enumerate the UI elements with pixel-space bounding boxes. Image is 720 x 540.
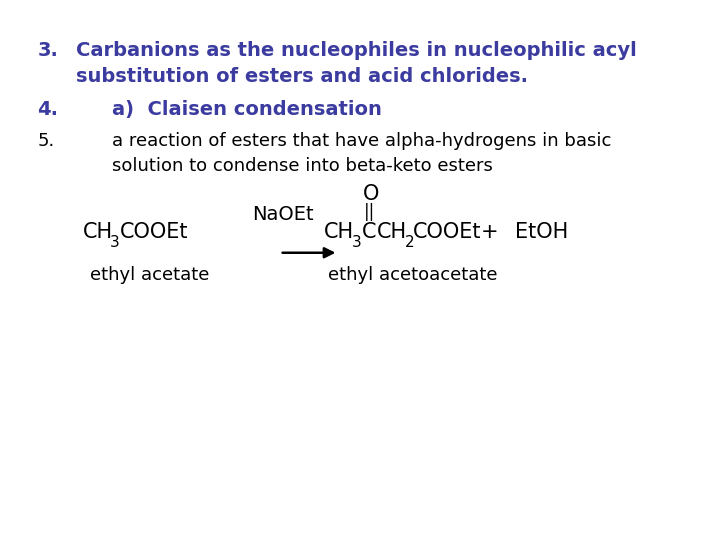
Text: a)  Claisen condensation: a) Claisen condensation bbox=[112, 100, 382, 119]
Text: O: O bbox=[363, 184, 379, 204]
Text: ethyl acetoacetate: ethyl acetoacetate bbox=[328, 266, 497, 284]
Text: ||: || bbox=[364, 203, 375, 221]
Text: 3.: 3. bbox=[37, 40, 58, 59]
Text: EtOH: EtOH bbox=[515, 221, 568, 241]
Text: 5.: 5. bbox=[37, 132, 55, 150]
Text: 3: 3 bbox=[110, 235, 120, 251]
Text: CH: CH bbox=[377, 221, 408, 241]
Text: COOEt: COOEt bbox=[120, 221, 189, 241]
Text: NaOEt: NaOEt bbox=[252, 205, 313, 224]
Text: substitution of esters and acid chlorides.: substitution of esters and acid chloride… bbox=[76, 68, 528, 86]
Text: ethyl acetate: ethyl acetate bbox=[90, 266, 210, 284]
Text: 3: 3 bbox=[351, 235, 361, 251]
Text: CH: CH bbox=[83, 221, 113, 241]
Text: solution to condense into beta-keto esters: solution to condense into beta-keto este… bbox=[112, 157, 492, 174]
Text: C: C bbox=[361, 221, 376, 241]
Text: +: + bbox=[481, 221, 498, 241]
Text: 2: 2 bbox=[405, 235, 414, 251]
Text: a reaction of esters that have alpha-hydrogens in basic: a reaction of esters that have alpha-hyd… bbox=[112, 132, 611, 150]
Text: 4.: 4. bbox=[37, 100, 58, 119]
Text: Carbanions as the nucleophiles in nucleophilic acyl: Carbanions as the nucleophiles in nucleo… bbox=[76, 40, 636, 59]
Text: COOEt: COOEt bbox=[413, 221, 482, 241]
Text: CH: CH bbox=[324, 221, 354, 241]
